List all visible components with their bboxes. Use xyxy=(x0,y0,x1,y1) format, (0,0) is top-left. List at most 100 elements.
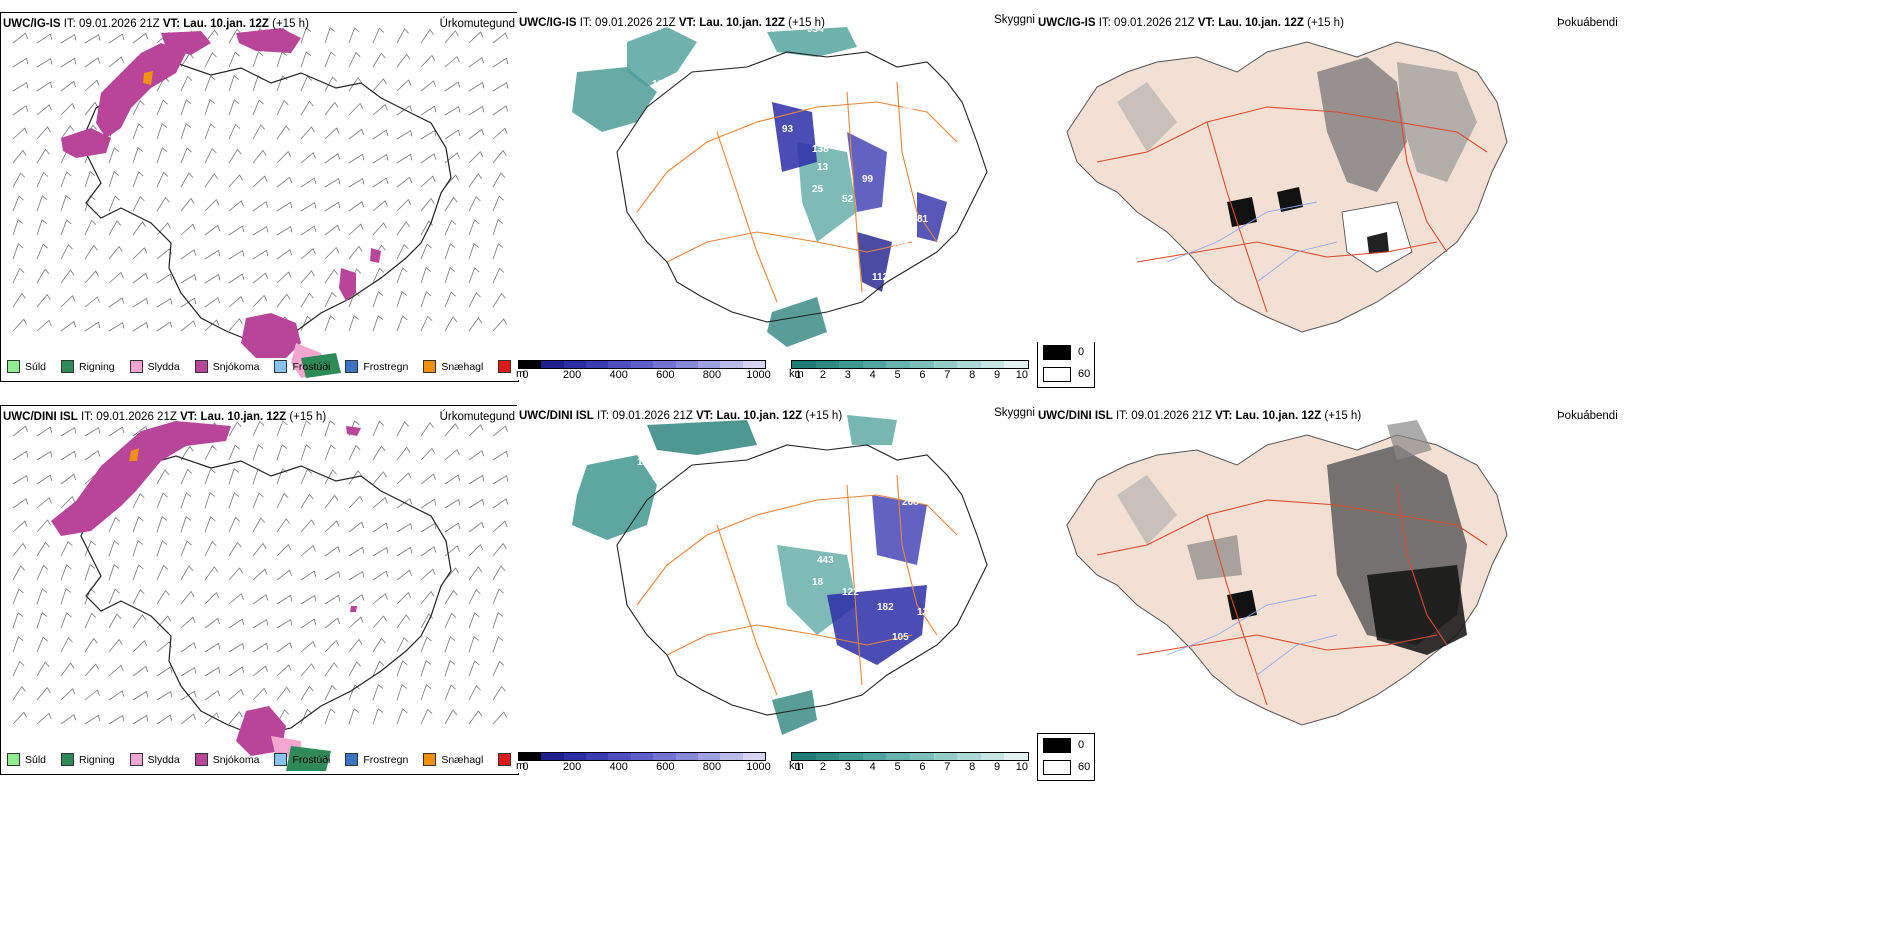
legend-item: Snæhagl xyxy=(423,360,483,373)
wind-barb xyxy=(324,444,336,461)
wind-barb xyxy=(396,153,413,164)
run-header: UWC/DINI ISL IT: 09.01.2026 21Z VT: Lau.… xyxy=(519,410,842,422)
wind-barb xyxy=(468,196,481,212)
visibility-panel-row1: 934 160 31 46 93 138 13 99 25 52 233 81 108 112 Skygg… xyxy=(516,12,1037,381)
wind-barb xyxy=(204,689,221,701)
wind-barb xyxy=(84,296,100,308)
wind-barb xyxy=(300,100,314,116)
wind-barb xyxy=(36,612,48,629)
wind-barb xyxy=(36,319,52,332)
wind-barb xyxy=(276,293,291,308)
wind-barb xyxy=(420,546,437,557)
wind-barb xyxy=(420,568,436,581)
wind-barb xyxy=(60,171,72,188)
valid-time: Lau. 10.jan. 12Z xyxy=(1235,410,1322,422)
wind-barb xyxy=(444,498,461,509)
wind-barb xyxy=(36,541,50,557)
wind-barb xyxy=(444,545,460,557)
wind-barb xyxy=(60,473,76,485)
wind-barb xyxy=(180,197,195,212)
wind-barb xyxy=(60,541,73,557)
visibility-value-label: 81 xyxy=(917,214,929,225)
legend-label: Snjókoma xyxy=(212,360,260,373)
colorbar-tick-label: 1000 xyxy=(746,761,771,773)
vt-label: VT: xyxy=(678,17,697,29)
wind-barb xyxy=(300,493,314,509)
wind-barb xyxy=(420,105,437,116)
wind-barb xyxy=(348,153,365,164)
wind-barb xyxy=(12,57,29,68)
wind-barb xyxy=(444,243,456,260)
wind-barb xyxy=(204,666,221,677)
it-label: IT: xyxy=(80,411,94,423)
wind-barb xyxy=(228,123,241,140)
wind-barb xyxy=(348,223,364,236)
wind-barb xyxy=(228,711,243,725)
wind-barb xyxy=(372,445,386,461)
legend-label: Frostúði xyxy=(292,360,331,373)
wind-barb xyxy=(348,201,365,212)
wind-barb xyxy=(396,267,408,284)
legend-label: Frostregn xyxy=(363,753,409,766)
wind-barb xyxy=(300,27,312,44)
vt-label: VT: xyxy=(180,411,198,423)
legend-swatch xyxy=(7,753,20,766)
wind-barb xyxy=(492,81,509,92)
wind-barb xyxy=(252,665,268,677)
fog-legend-swatch xyxy=(1043,737,1071,753)
wind-barb xyxy=(156,714,173,725)
wind-barb xyxy=(108,516,121,533)
panel-title: Úrkomutegund xyxy=(439,411,515,423)
wind-barb xyxy=(444,709,458,725)
wind-barb xyxy=(132,614,147,629)
colorbar-tick-label: 4 xyxy=(869,369,876,381)
wind-barb xyxy=(12,660,25,677)
fog-legend-row1: 0 60 xyxy=(1037,340,1095,388)
wind-barb xyxy=(396,198,412,212)
colorbar-ticks: 1 2 3 4 5 6 7 8 9 10 xyxy=(791,369,1029,381)
visibility-colorbar: 1 2 3 4 5 6 7 8 9 10 km xyxy=(789,752,1029,773)
wind-barb xyxy=(228,200,244,212)
wind-barb xyxy=(180,642,197,653)
model-name: UWC/IG-IS xyxy=(519,17,577,29)
wind-barb xyxy=(492,542,507,557)
wind-barb xyxy=(492,195,504,212)
wind-barb xyxy=(300,468,313,485)
wind-barb xyxy=(228,51,240,68)
wind-barb xyxy=(156,222,171,236)
wind-barb xyxy=(300,663,315,677)
wind-barb xyxy=(300,570,317,581)
visibility-value-label: 182 xyxy=(877,602,894,613)
colorbar-tick-label: 200 xyxy=(562,369,582,381)
legend-label: Slydda xyxy=(147,360,180,373)
wind-barb xyxy=(204,516,216,533)
wind-barb xyxy=(180,713,196,725)
wind-barb xyxy=(420,613,434,629)
wind-barb xyxy=(12,565,26,581)
precip-map-row2 xyxy=(12,420,509,771)
legend-label: Snæhagl xyxy=(441,753,484,766)
wind-barb xyxy=(492,127,508,140)
wind-barb xyxy=(276,99,289,116)
visibility-value-label: 106 xyxy=(637,457,654,468)
wind-barb xyxy=(348,177,365,188)
wind-barb xyxy=(468,589,481,605)
model-name: UWC/DINI ISL xyxy=(1038,410,1113,422)
wind-barb xyxy=(132,321,149,332)
wind-barb xyxy=(228,642,245,653)
model-name: UWC/DINI ISL xyxy=(519,410,594,422)
wind-barb xyxy=(300,545,316,557)
wind-barb xyxy=(396,637,409,653)
wind-barb xyxy=(372,129,389,140)
legend-item: Frostúði xyxy=(274,753,330,766)
legend-swatch xyxy=(274,360,288,373)
colorbar-ticks: 0 200 400 600 800 1000 xyxy=(518,369,770,381)
wind-barb xyxy=(372,615,387,629)
wind-barb xyxy=(444,423,459,437)
wind-barb xyxy=(60,450,77,461)
wind-barb xyxy=(12,32,28,44)
wind-barb xyxy=(324,201,341,212)
wind-barb xyxy=(324,291,337,308)
legend-label: Rigning xyxy=(79,360,115,373)
wind-barb xyxy=(324,570,341,581)
